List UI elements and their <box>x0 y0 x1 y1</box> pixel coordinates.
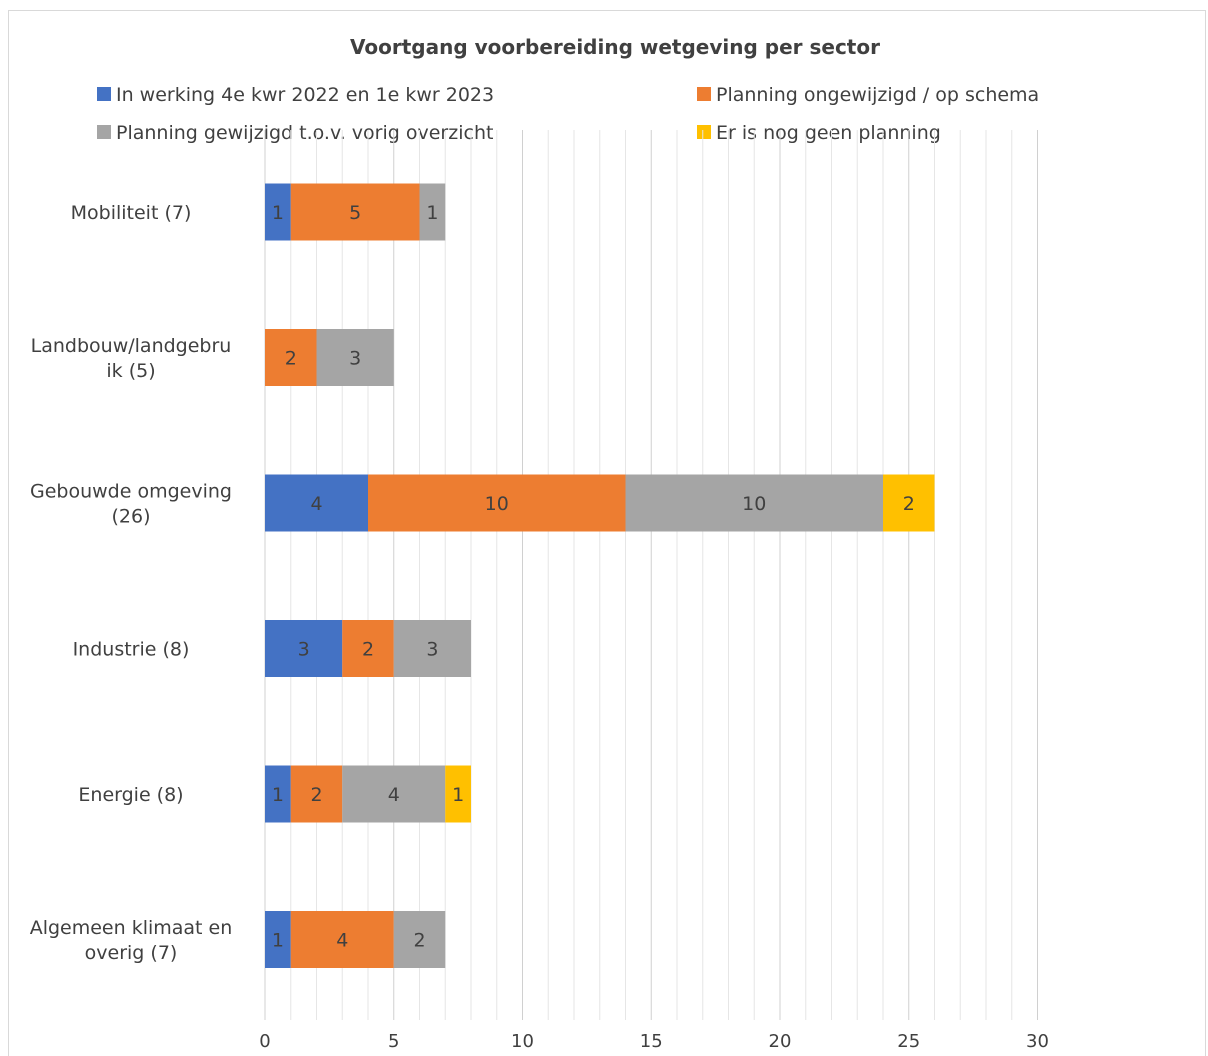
x-tick-label: 20 <box>769 1031 792 1052</box>
data-label: 2 <box>903 493 915 515</box>
data-label: 1 <box>272 930 284 952</box>
category-label: Algemeen klimaat en overig (7) <box>30 917 233 964</box>
bar-segment <box>625 474 883 532</box>
data-label: 5 <box>349 202 361 224</box>
bar-segment <box>445 765 471 823</box>
data-label: 2 <box>413 930 425 952</box>
bar-segment <box>265 183 291 241</box>
data-label: 3 <box>298 639 310 661</box>
bar-segment <box>368 474 626 532</box>
category-label: Gebouwde omgeving (26) <box>30 481 232 528</box>
chart-area <box>8 10 1206 1056</box>
data-label: 1 <box>272 784 284 806</box>
category-label: Mobiliteit (7) <box>71 202 192 224</box>
data-label: 1 <box>426 202 438 224</box>
legend: In werking 4e kwr 2022 en 1e kwr 2023 Pla… <box>97 84 1039 144</box>
bar-segment <box>265 474 368 532</box>
bar-segment <box>419 183 446 241</box>
bar-segment <box>265 765 291 823</box>
bar-segment <box>316 329 394 386</box>
x-tick-label: 5 <box>388 1031 399 1052</box>
category-label: Industrie (8) <box>73 639 190 661</box>
bar-segment <box>290 911 394 968</box>
x-tick-label: 0 <box>259 1031 270 1052</box>
legend-swatch <box>697 125 711 139</box>
data-label: 4 <box>388 784 400 806</box>
bar-segment <box>393 620 471 677</box>
data-label: 4 <box>310 493 322 515</box>
legend-swatch <box>97 87 111 101</box>
bar-segment <box>265 620 343 677</box>
gridlines <box>264 130 1038 1020</box>
data-label: 10 <box>485 493 509 515</box>
data-label: 10 <box>742 493 766 515</box>
bars: 1 5 1 2 3 4 10 10 2 3 2 3 1 2 4 1 1 4 2 <box>265 183 935 968</box>
legend-label: In werking 4e kwr 2022 en 1e kwr 2023 <box>116 84 494 106</box>
data-label: 1 <box>272 202 284 224</box>
data-label: 2 <box>310 784 322 806</box>
category-axis: Mobiliteit (7) Landbouw/landgebru ik (5) Ge… <box>30 202 233 964</box>
data-label: 2 <box>362 639 374 661</box>
bar-segment <box>393 911 446 968</box>
x-tick-label: 30 <box>1026 1031 1049 1052</box>
bar-segment <box>290 765 343 823</box>
chart-title: Voortgang voorbereiding wetgeving per se… <box>350 35 880 59</box>
x-tick-label: 10 <box>511 1031 534 1052</box>
bar-segment <box>883 474 935 532</box>
category-label: Energie (8) <box>78 784 183 806</box>
legend-label: Er is nog geen planning <box>716 122 941 144</box>
data-label: 4 <box>336 930 348 952</box>
x-tick-label: 25 <box>897 1031 920 1052</box>
bar-segment <box>342 765 446 823</box>
x-tick-label: 15 <box>640 1031 663 1052</box>
legend-swatch <box>97 125 111 139</box>
data-label: 1 <box>452 784 464 806</box>
legend-swatch <box>697 87 711 101</box>
legend-label: Planning gewijzigd t.o.v. vorig overzich… <box>116 122 493 144</box>
legend-label: Planning ongewijzigd / op schema <box>716 84 1039 106</box>
data-label: 3 <box>349 348 361 370</box>
bar-segment <box>265 911 291 968</box>
bar-segment <box>265 329 317 386</box>
bar-segment <box>290 183 420 241</box>
data-label: 3 <box>426 639 438 661</box>
category-label: Landbouw/landgebru ik (5) <box>31 335 232 382</box>
value-axis: 0 5 10 15 20 25 30 <box>259 1031 1049 1052</box>
data-label: 2 <box>285 348 297 370</box>
bar-segment <box>342 620 394 677</box>
